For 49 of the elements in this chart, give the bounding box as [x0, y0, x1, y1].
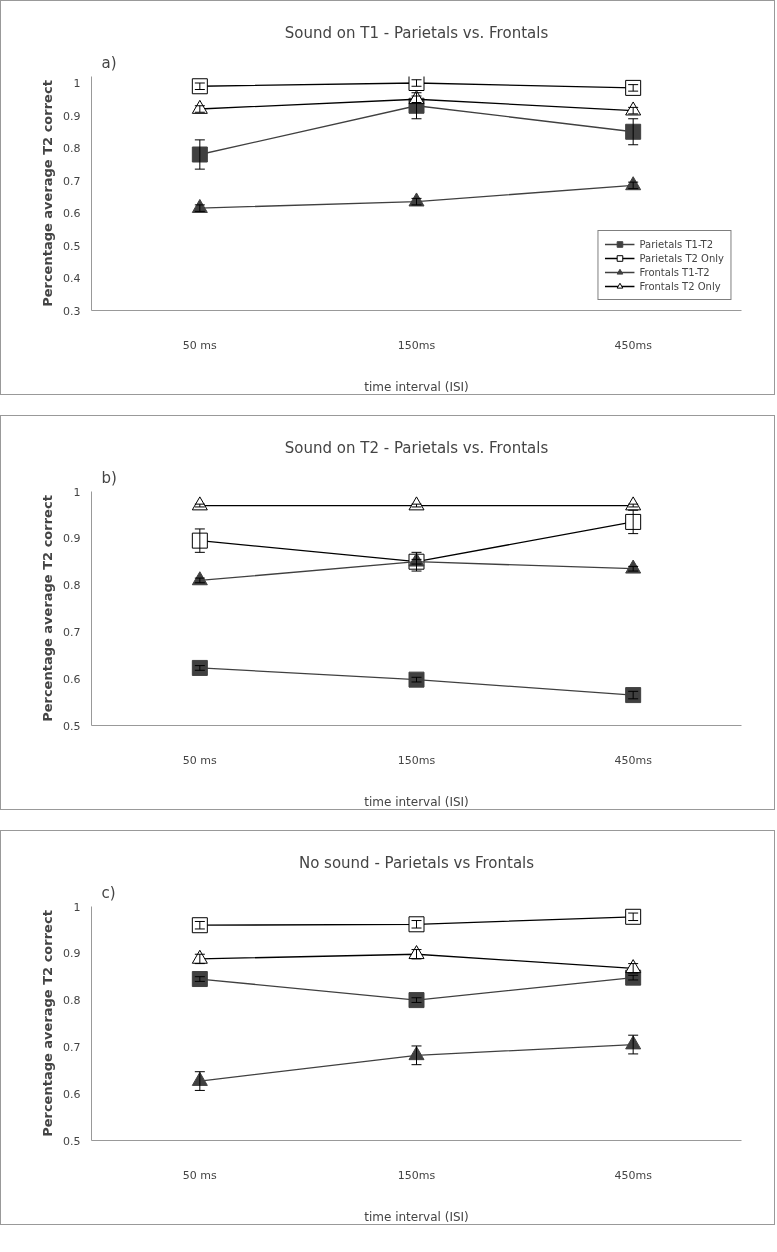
x-tick-label: 150ms	[397, 338, 436, 352]
y-tick-label: 0.9	[63, 532, 81, 546]
x-tick-label: 150ms	[397, 1168, 436, 1182]
text: c)	[101, 883, 116, 902]
y-axis-title: Percentage average T2 correct	[40, 495, 56, 722]
y-tick-label: 0.8	[63, 142, 81, 155]
y-axis-title: Percentage average T2 correct	[40, 910, 56, 1137]
y-tick-label: 0.6	[63, 207, 81, 220]
y-tick-label: 1	[73, 900, 81, 914]
y-tick-label: 0.5	[63, 719, 81, 733]
point	[191, 532, 208, 549]
chart-title: Sound on T2 - Parietals vs. Frontals	[284, 438, 549, 457]
x-tick-label: 50 ms	[182, 753, 218, 767]
x-tick-label: 450ms	[614, 338, 653, 352]
y-tick-label: 0.6	[63, 1087, 81, 1101]
y-tick-label: 1	[73, 77, 81, 90]
legend-label: Frontals T2 Only	[639, 279, 721, 293]
y-tick-label: 0.9	[63, 947, 81, 961]
text: b)	[101, 468, 117, 487]
y-tick-label: 1	[73, 485, 81, 499]
legend-label: Frontals T1-T2	[639, 265, 710, 279]
y-tick-label: 0.9	[63, 109, 81, 123]
y-tick-label: 0.3	[63, 304, 81, 318]
point	[625, 123, 642, 140]
legend-label: Parietals T2 Only	[639, 251, 724, 265]
point	[191, 146, 208, 163]
y-tick-label: 0.7	[63, 1040, 81, 1054]
y-tick-label: 0.7	[63, 625, 81, 639]
x-tick-label: 450ms	[614, 1168, 653, 1182]
y-axis-title: Percentage average T2 correct	[40, 80, 56, 307]
y-tick-label: 0.5	[63, 239, 81, 253]
y-tick-label: 0.7	[63, 174, 81, 188]
chart-title: No sound - Parietals vs Frontals	[298, 853, 535, 872]
y-tick-label: 0.8	[63, 994, 81, 1008]
x-tick-label: 150ms	[397, 753, 436, 767]
point	[625, 513, 642, 530]
x-tick-label: 50 ms	[182, 1168, 218, 1182]
y-tick-label: 0.6	[63, 672, 81, 686]
y-tick-label: 0.4	[63, 272, 81, 285]
y-tick-label: 0.8	[63, 579, 81, 593]
x-tick-label: 450ms	[614, 753, 653, 767]
y-tick-label: 0.5	[63, 1134, 81, 1148]
x-axis-title: time interval (ISI)	[364, 794, 469, 809]
x-tick-label: 50 ms	[182, 338, 218, 352]
legend-label: Parietals T1-T2	[639, 237, 714, 251]
x-axis-title: time interval (ISI)	[364, 1209, 469, 1224]
text: a)	[101, 53, 117, 72]
chart-title: Sound on T1 - Parietals vs. Frontals	[284, 23, 549, 42]
x-axis-title: time interval (ISI)	[364, 379, 469, 394]
